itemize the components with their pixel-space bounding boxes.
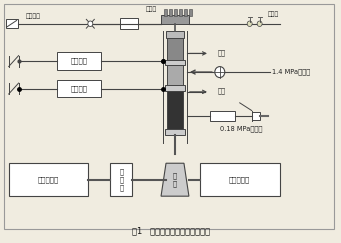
Bar: [161, 15, 189, 24]
Text: 推
力
瓦: 推 力 瓦: [119, 169, 123, 191]
Text: 0.18 MPa润滑油: 0.18 MPa润滑油: [220, 126, 262, 132]
Text: 油压开关: 油压开关: [71, 58, 88, 64]
Text: 回油: 回油: [218, 87, 226, 94]
Bar: [167, 66, 183, 85]
Text: 试验盘: 试验盘: [146, 7, 157, 12]
Bar: [210, 111, 235, 122]
Text: 试验灯: 试验灯: [268, 11, 279, 17]
Bar: [174, 9, 177, 16]
Bar: [165, 60, 185, 66]
Bar: [200, 163, 280, 196]
Text: 汽轮机大轴: 汽轮机大轴: [38, 176, 59, 183]
Bar: [165, 129, 185, 135]
Polygon shape: [161, 163, 189, 196]
Bar: [9, 163, 88, 196]
Text: 试验开关: 试验开关: [26, 13, 41, 19]
Circle shape: [247, 21, 252, 26]
Text: 图1   汽轮机推力瓦磨损液压装置: 图1 汽轮机推力瓦磨损液压装置: [132, 227, 210, 236]
Bar: [179, 9, 182, 16]
Text: 汽轮机大轴: 汽轮机大轴: [229, 176, 250, 183]
Text: 油压开关: 油压开关: [71, 85, 88, 92]
Circle shape: [88, 21, 93, 26]
Bar: [58, 52, 101, 70]
Text: 1.4 MPa工作油: 1.4 MPa工作油: [271, 69, 310, 75]
Bar: [184, 9, 187, 16]
Bar: [58, 80, 101, 97]
Bar: [120, 18, 138, 29]
Bar: [252, 112, 260, 120]
Bar: [164, 9, 167, 16]
Circle shape: [215, 67, 225, 78]
Circle shape: [257, 21, 262, 26]
Text: 回油: 回油: [218, 49, 226, 56]
Bar: [167, 38, 183, 60]
Bar: [169, 9, 172, 16]
Bar: [6, 19, 18, 28]
Bar: [110, 163, 132, 196]
Text: 凸
轮: 凸 轮: [173, 173, 177, 187]
Bar: [189, 9, 192, 16]
Bar: [165, 85, 185, 91]
Bar: [167, 91, 183, 129]
Bar: [166, 31, 184, 38]
